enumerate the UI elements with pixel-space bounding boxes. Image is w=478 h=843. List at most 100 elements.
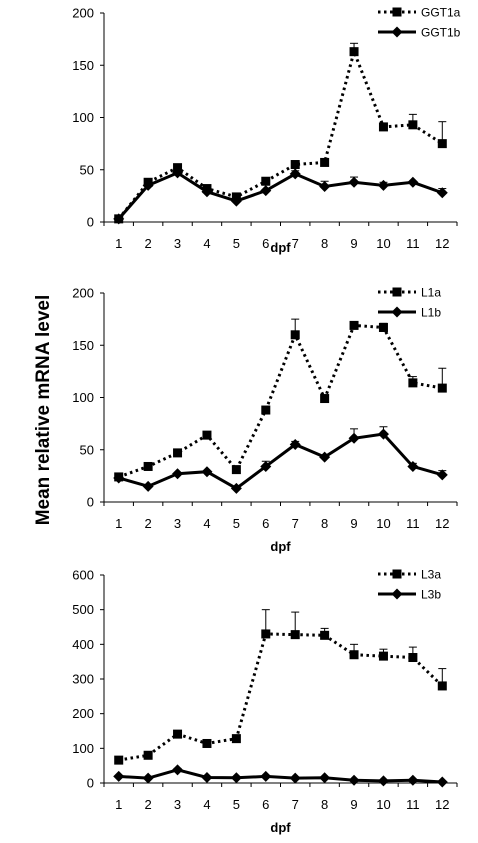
data-point (142, 179, 154, 191)
data-point (143, 461, 153, 471)
y-tick-label: 0 (87, 215, 94, 230)
data-point (436, 469, 448, 481)
y-tick-label: 200 (72, 6, 94, 21)
x-tick-label: 8 (321, 236, 328, 251)
data-point (201, 186, 213, 198)
data-point (377, 428, 389, 440)
data-point (436, 776, 448, 788)
x-tick-label: 11 (406, 516, 420, 531)
y-tick-label: 50 (80, 442, 94, 457)
x-tick-label: 12 (435, 236, 449, 251)
data-point (113, 213, 125, 225)
x-tick-label: 11 (406, 236, 420, 251)
legend-marker (392, 7, 402, 17)
x-tick-label: 4 (203, 516, 210, 531)
data-point (142, 480, 154, 492)
data-point (319, 772, 331, 784)
x-tick-label: 5 (233, 236, 240, 251)
data-point (260, 770, 272, 782)
series-GGT1a (114, 42, 447, 224)
x-tick-label: 4 (203, 797, 210, 812)
data-point (172, 764, 184, 776)
x-tick-label: 8 (321, 516, 328, 531)
data-point (348, 176, 360, 188)
data-point (260, 185, 272, 197)
y-tick-label: 200 (72, 706, 94, 721)
x-tick-label: 3 (174, 797, 181, 812)
data-point (349, 650, 359, 660)
data-point (348, 432, 360, 444)
data-point (143, 750, 153, 760)
data-point (436, 187, 448, 199)
data-point (113, 472, 125, 484)
data-point (289, 168, 301, 180)
y-tick-label: 300 (72, 672, 94, 687)
x-tick-label: 1 (115, 236, 122, 251)
x-tick-label: 5 (233, 797, 240, 812)
x-tick-label: 1 (115, 516, 122, 531)
data-point (231, 734, 241, 744)
data-point (261, 176, 271, 186)
legend-marker (391, 26, 403, 38)
series-GGT1b (113, 167, 448, 225)
y-tick-label: 600 (72, 568, 94, 583)
x-tick-label: 7 (292, 516, 299, 531)
x-tick-label: 10 (376, 516, 390, 531)
legend-label: L3b (421, 588, 441, 602)
x-tick-label: 8 (321, 797, 328, 812)
x-tick-label: 4 (203, 236, 210, 251)
data-point (230, 195, 242, 207)
data-point (320, 630, 330, 640)
legend: GGT1a GGT1b (378, 6, 461, 40)
legend-marker (391, 306, 403, 318)
legend-marker (392, 569, 402, 579)
x-tick-label: 2 (145, 516, 152, 531)
data-point (407, 774, 419, 786)
y-tick-label: 200 (72, 286, 94, 301)
data-point (201, 771, 213, 783)
x-axis-label: dpf (270, 539, 291, 554)
data-point (114, 755, 124, 765)
data-point (437, 383, 447, 393)
data-point (173, 729, 183, 739)
legend-marker (392, 287, 402, 297)
x-tick-label: 1 (115, 797, 122, 812)
x-tick-label: 6 (262, 236, 269, 251)
series-line (117, 171, 443, 220)
data-point (202, 738, 212, 748)
y-tick-label: 0 (87, 495, 94, 510)
y-tick-label: 500 (72, 602, 94, 617)
data-point (348, 774, 360, 786)
y-axis-label: Mean relative mRNA level (33, 295, 54, 526)
data-point (378, 122, 388, 132)
data-point (172, 167, 184, 179)
x-tick-label: 6 (262, 516, 269, 531)
x-tick-label: 10 (376, 797, 390, 812)
y-tick-label: 150 (72, 338, 94, 353)
x-tick-label: 12 (435, 516, 449, 531)
y-tick-label: 100 (72, 110, 94, 125)
x-tick-label: 10 (376, 236, 390, 251)
data-point (290, 630, 300, 640)
y-tick-label: 100 (72, 741, 94, 756)
data-point (408, 120, 418, 130)
data-point (407, 460, 419, 472)
x-tick-label: 9 (350, 236, 357, 251)
data-point (377, 179, 389, 191)
x-tick-label: 12 (435, 797, 449, 812)
data-point (202, 430, 212, 440)
data-point (349, 320, 359, 330)
y-tick-label: 150 (72, 58, 94, 73)
data-point (113, 770, 125, 782)
series-L1b (113, 426, 448, 494)
x-tick-label: 3 (174, 516, 181, 531)
data-point (173, 448, 183, 458)
x-tick-label: 5 (233, 516, 240, 531)
data-point (320, 394, 330, 404)
data-point (408, 653, 418, 663)
x-tick-label: 2 (145, 797, 152, 812)
x-tick-label: 11 (406, 797, 420, 812)
